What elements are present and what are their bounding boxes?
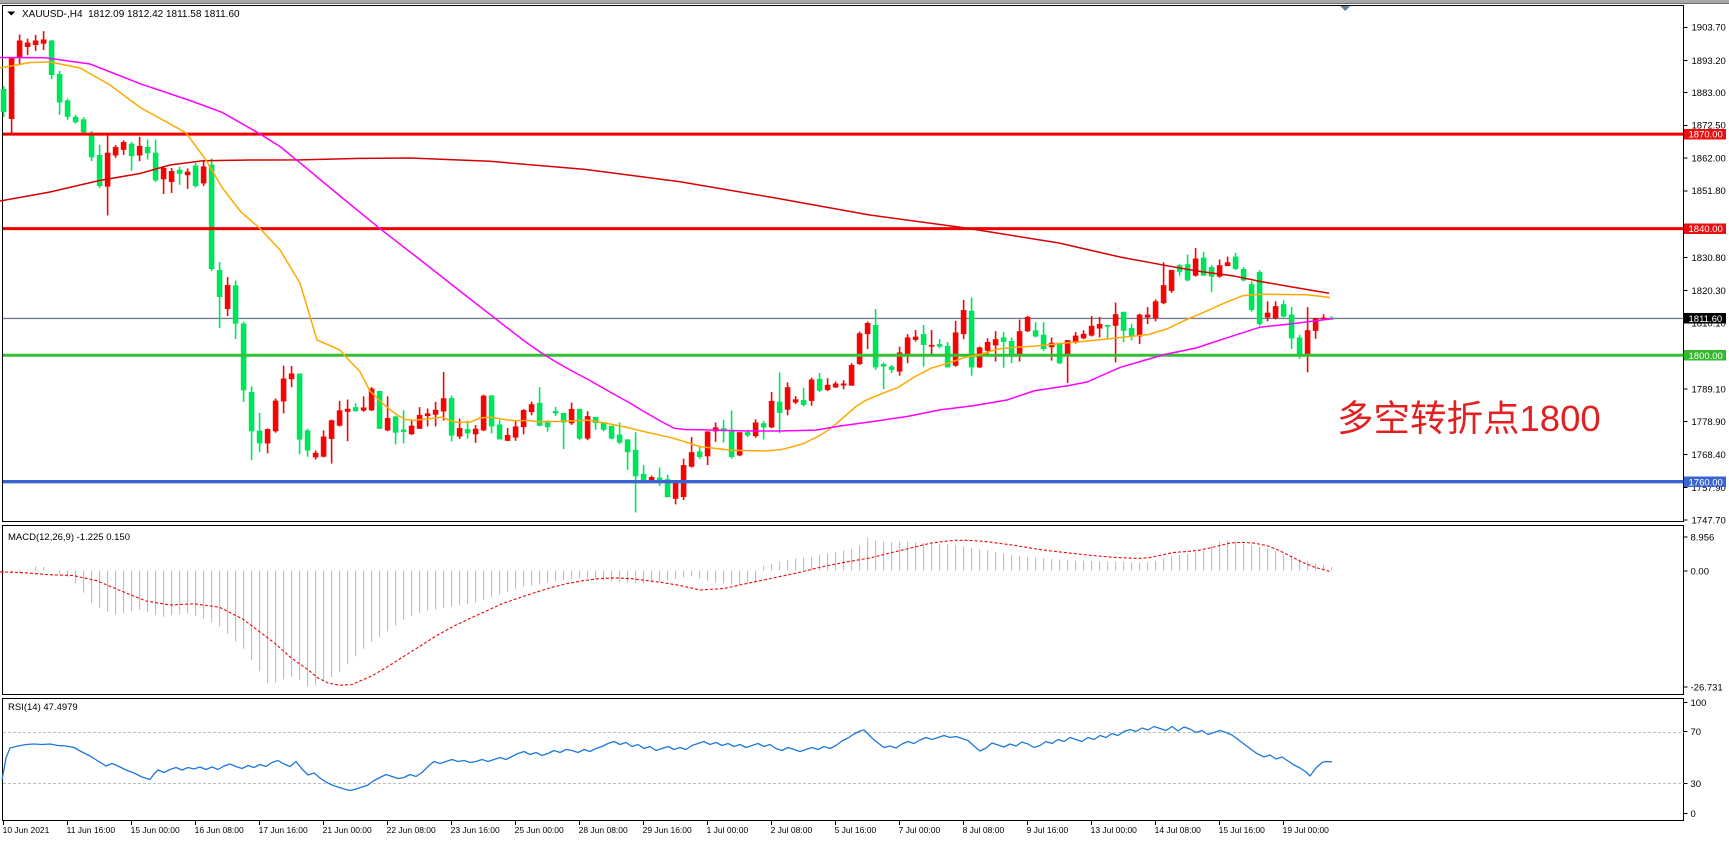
svg-text:1903.70: 1903.70 xyxy=(1692,23,1726,34)
svg-text:1830.80: 1830.80 xyxy=(1692,253,1726,264)
svg-text:100: 100 xyxy=(1691,698,1707,709)
svg-text:XAUUSD-,H4 1812.09 1812.42 18: XAUUSD-,H4 1812.09 1812.42 1811.58 1811.… xyxy=(22,9,240,20)
svg-text:29 Jun 16:00: 29 Jun 16:00 xyxy=(643,825,692,835)
svg-text:1 Jul 00:00: 1 Jul 00:00 xyxy=(707,825,749,835)
svg-text:1778.90: 1778.90 xyxy=(1692,417,1726,428)
svg-text:19 Jul 00:00: 19 Jul 00:00 xyxy=(1283,825,1330,835)
svg-text:23 Jun 16:00: 23 Jun 16:00 xyxy=(451,825,500,835)
svg-text:1870.00: 1870.00 xyxy=(1689,130,1723,141)
svg-text:1747.70: 1747.70 xyxy=(1692,515,1726,526)
svg-text:MACD(12,26,9) -1.225 0.150: MACD(12,26,9) -1.225 0.150 xyxy=(8,532,130,543)
svg-text:8 Jul 08:00: 8 Jul 08:00 xyxy=(963,825,1005,835)
svg-text:1893.20: 1893.20 xyxy=(1692,56,1726,67)
svg-text:1851.80: 1851.80 xyxy=(1692,186,1726,197)
svg-text:28 Jun 08:00: 28 Jun 08:00 xyxy=(579,825,628,835)
svg-text:1768.40: 1768.40 xyxy=(1692,450,1726,461)
svg-text:11 Jun 16:00: 11 Jun 16:00 xyxy=(67,825,116,835)
svg-text:5 Jul 16:00: 5 Jul 16:00 xyxy=(835,825,877,835)
svg-text:1789.10: 1789.10 xyxy=(1692,385,1726,396)
svg-text:22 Jun 08:00: 22 Jun 08:00 xyxy=(387,825,436,835)
svg-text:1820.30: 1820.30 xyxy=(1692,286,1726,297)
svg-text:25 Jun 00:00: 25 Jun 00:00 xyxy=(515,825,564,835)
svg-text:2 Jul 08:00: 2 Jul 08:00 xyxy=(771,825,813,835)
svg-text:10 Jun 2021: 10 Jun 2021 xyxy=(3,825,50,835)
svg-text:-26.731: -26.731 xyxy=(1691,682,1723,693)
svg-text:70: 70 xyxy=(1691,727,1702,738)
svg-text:1862.00: 1862.00 xyxy=(1692,154,1726,165)
svg-text:7 Jul 00:00: 7 Jul 00:00 xyxy=(899,825,941,835)
svg-text:1811.60: 1811.60 xyxy=(1689,314,1723,325)
svg-text:1760.00: 1760.00 xyxy=(1689,477,1723,488)
svg-text:1757.90: 1757.90 xyxy=(1692,483,1726,494)
svg-text:8.956: 8.956 xyxy=(1691,532,1715,543)
svg-text:17 Jun 16:00: 17 Jun 16:00 xyxy=(259,825,308,835)
svg-text:14 Jul 08:00: 14 Jul 08:00 xyxy=(1155,825,1202,835)
svg-text:1840.00: 1840.00 xyxy=(1689,224,1723,235)
svg-text:1872.50: 1872.50 xyxy=(1692,121,1726,132)
svg-text:30: 30 xyxy=(1691,779,1702,790)
svg-text:0: 0 xyxy=(1691,809,1696,820)
svg-text:1883.00: 1883.00 xyxy=(1692,88,1726,99)
svg-text:9 Jul 16:00: 9 Jul 16:00 xyxy=(1027,825,1069,835)
svg-text:1800.00: 1800.00 xyxy=(1689,351,1723,362)
svg-text:1810.10: 1810.10 xyxy=(1692,318,1726,329)
svg-text:16 Jun 08:00: 16 Jun 08:00 xyxy=(195,825,244,835)
svg-text:15 Jun 00:00: 15 Jun 00:00 xyxy=(131,825,180,835)
svg-text:21 Jun 00:00: 21 Jun 00:00 xyxy=(323,825,372,835)
svg-text:15 Jul 16:00: 15 Jul 16:00 xyxy=(1219,825,1266,835)
svg-text:13 Jul 00:00: 13 Jul 00:00 xyxy=(1091,825,1138,835)
svg-text:RSI(14) 47.4979: RSI(14) 47.4979 xyxy=(8,702,78,713)
svg-text:0.00: 0.00 xyxy=(1691,566,1710,577)
svg-text:多空转折点1800: 多空转折点1800 xyxy=(1337,398,1601,439)
